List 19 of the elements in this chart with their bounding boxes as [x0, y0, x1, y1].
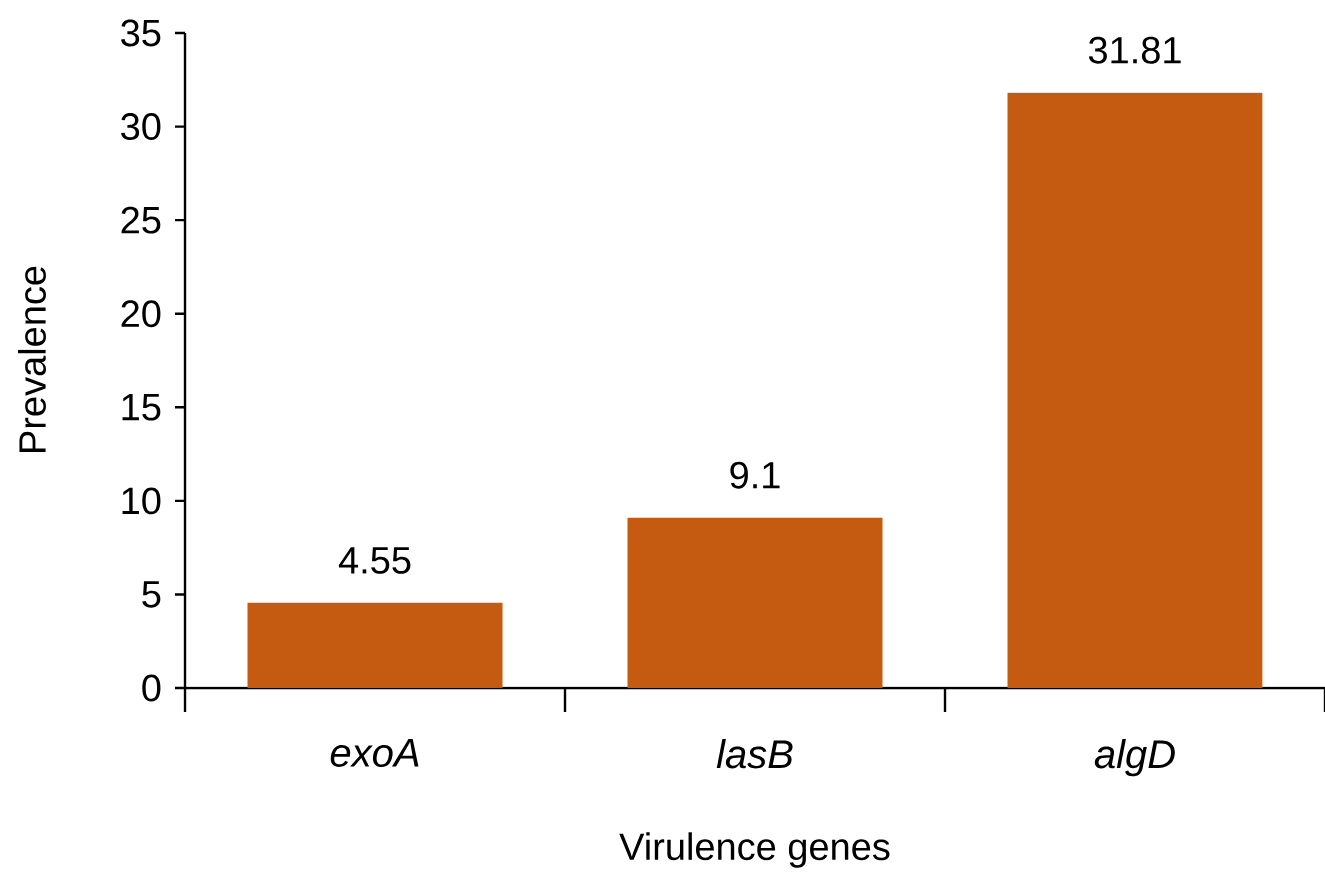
- data-label: 9.1: [730, 461, 780, 489]
- bar: [247, 602, 503, 688]
- y-tick-label: 0: [142, 674, 161, 702]
- y-tick-label: 35: [121, 19, 161, 47]
- y-tick-label: 25: [121, 206, 161, 234]
- data-label: 4.55: [338, 547, 411, 574]
- x-tick-label: algD: [1094, 739, 1175, 777]
- x-axis-title: Virulence genes: [619, 832, 890, 868]
- y-tick-label: 30: [121, 113, 161, 141]
- y-axis-title: Prevalence: [18, 266, 46, 452]
- y-tick-label: 10: [122, 487, 161, 515]
- y-tick-label: 5: [142, 581, 161, 608]
- data-label: 31.81: [1088, 36, 1181, 64]
- x-tick-label: exoA: [330, 739, 419, 767]
- bar: [1007, 92, 1263, 688]
- y-tick-label: 15: [122, 394, 161, 421]
- x-tick-label: lasB: [716, 739, 793, 769]
- bar: [627, 517, 883, 688]
- y-tick-label: 20: [121, 300, 161, 328]
